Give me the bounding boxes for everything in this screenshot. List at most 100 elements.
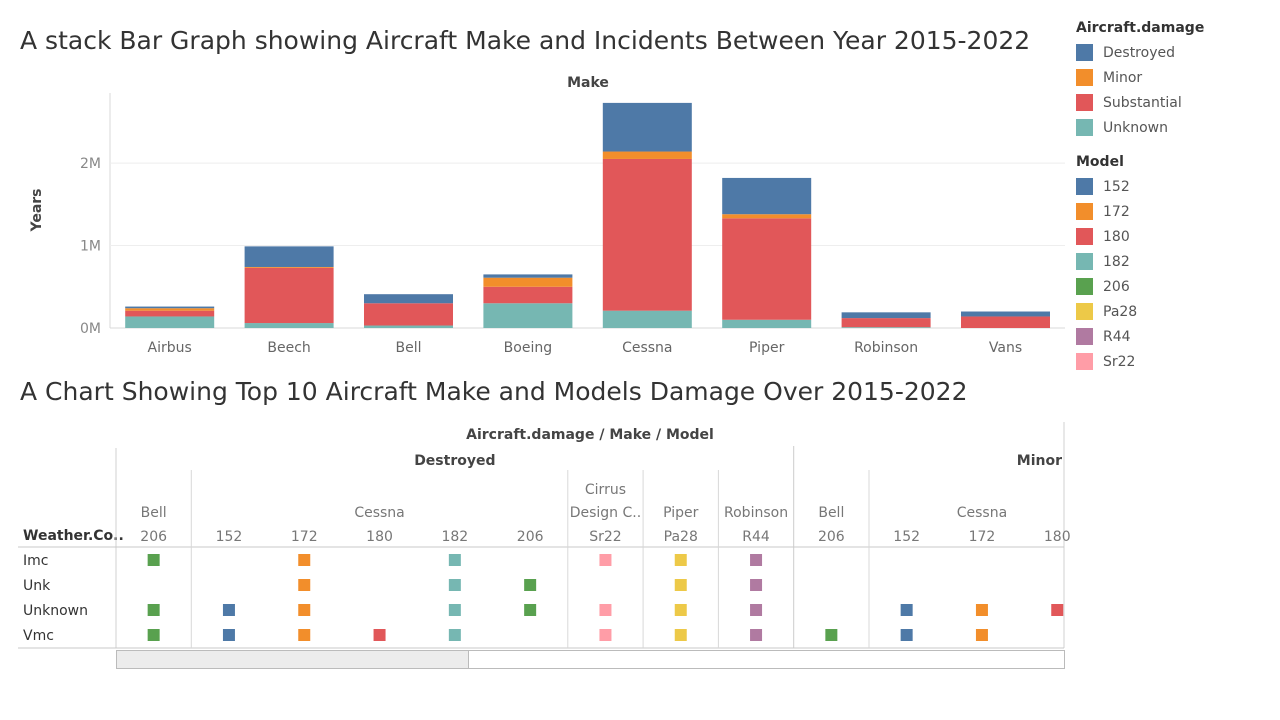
legend-item-182[interactable]: 182 [1076, 249, 1276, 274]
legend-item-sr22[interactable]: Sr22 [1076, 349, 1276, 374]
bar-airbus[interactable] [125, 306, 215, 328]
bar-bell[interactable] [364, 294, 453, 328]
bar-boeing[interactable] [483, 274, 573, 328]
legend-item-minor[interactable]: Minor [1076, 65, 1276, 90]
cell-mark-182[interactable] [448, 629, 461, 641]
cell-mark-206[interactable] [524, 604, 537, 616]
bar-segment-substantial[interactable] [483, 286, 573, 304]
bar-beech[interactable] [244, 246, 334, 328]
cell-mark-172[interactable] [975, 604, 988, 616]
bar-segment-destroyed[interactable] [841, 312, 931, 319]
x-tick-label: Airbus [148, 340, 192, 356]
cell-mark-206[interactable] [147, 604, 160, 616]
bar-segment-destroyed[interactable] [602, 102, 692, 152]
row-label: Vmc [23, 628, 54, 644]
bar-segment-minor[interactable] [602, 151, 692, 159]
x-tick-label: Piper [749, 340, 785, 356]
bar-segment-substantial[interactable] [602, 158, 692, 311]
cell-mark-r44[interactable] [750, 554, 763, 566]
bar-segment-destroyed[interactable] [244, 246, 334, 267]
bar-segment-unknown[interactable] [244, 323, 334, 328]
cell-mark-182[interactable] [448, 579, 461, 591]
model-header: 172 [291, 529, 318, 545]
bar-segment-unknown[interactable] [125, 316, 215, 328]
cell-mark-r44[interactable] [750, 579, 763, 591]
legend-item-206[interactable]: 206 [1076, 274, 1276, 299]
bar-segment-destroyed[interactable] [722, 177, 812, 215]
bottom-chart-title: A Chart Showing Top 10 Aircraft Make and… [20, 377, 968, 406]
model-header: Sr22 [589, 529, 621, 545]
legend-item-r44[interactable]: R44 [1076, 324, 1276, 349]
legend-item-180[interactable]: 180 [1076, 224, 1276, 249]
bar-vans[interactable] [961, 311, 1050, 328]
bar-segment-unknown[interactable] [364, 325, 453, 328]
legend-item-destroyed[interactable]: Destroyed [1076, 40, 1276, 65]
bar-segment-destroyed[interactable] [483, 274, 573, 278]
cell-mark-152[interactable] [222, 604, 235, 616]
top-chart-title: A stack Bar Graph showing Aircraft Make … [20, 26, 1031, 55]
cell-mark-182[interactable] [448, 604, 461, 616]
cell-mark-sr22[interactable] [599, 604, 612, 616]
legend-model: Model 152 172 180 182 206 Pa28 R44 Sr22 [1076, 154, 1276, 374]
bar-segment-unknown[interactable] [602, 310, 692, 328]
bar-segment-unknown[interactable] [722, 319, 812, 328]
bar-segment-destroyed[interactable] [125, 306, 215, 309]
cell-mark-152[interactable] [900, 629, 913, 641]
cell-mark-r44[interactable] [750, 604, 763, 616]
bar-piper[interactable] [722, 177, 812, 328]
bar-segment-minor[interactable] [244, 266, 334, 268]
legend-item-substantial[interactable]: Substantial [1076, 90, 1276, 115]
bar-segment-substantial[interactable] [841, 318, 931, 328]
bar-robinson[interactable] [841, 312, 931, 328]
legend-label: Substantial [1103, 94, 1182, 111]
cell-mark-pa28[interactable] [674, 554, 687, 566]
bar-segment-substantial[interactable] [364, 303, 453, 326]
legend-label: Sr22 [1103, 353, 1136, 370]
cell-mark-pa28[interactable] [674, 629, 687, 641]
legend-item-152[interactable]: 152 [1076, 174, 1276, 199]
scrollbar-thumb[interactable] [117, 651, 469, 668]
cell-mark-sr22[interactable] [599, 629, 612, 641]
bar-segment-substantial[interactable] [961, 316, 1050, 328]
cell-mark-152[interactable] [222, 629, 235, 641]
legend-item-pa28[interactable]: Pa28 [1076, 299, 1276, 324]
cell-mark-206[interactable] [825, 629, 838, 641]
model-header: 182 [441, 529, 468, 545]
cell-mark-206[interactable] [524, 579, 537, 591]
cell-mark-172[interactable] [298, 629, 311, 641]
bar-segment-minor[interactable] [125, 308, 215, 311]
bar-cessna[interactable] [602, 102, 692, 328]
cell-mark-206[interactable] [147, 629, 160, 641]
legend-item-172[interactable]: 172 [1076, 199, 1276, 224]
cell-mark-180[interactable] [1051, 604, 1064, 616]
legend-swatch [1076, 228, 1093, 245]
legend-label: Unknown [1103, 119, 1168, 136]
bar-segment-substantial[interactable] [125, 310, 215, 317]
bar-segment-substantial[interactable] [722, 218, 812, 320]
cell-mark-152[interactable] [900, 604, 913, 616]
cell-mark-180[interactable] [373, 629, 386, 641]
cell-mark-206[interactable] [147, 554, 160, 566]
cell-mark-172[interactable] [975, 629, 988, 641]
bar-segment-destroyed[interactable] [961, 311, 1050, 317]
legend-label: 172 [1103, 203, 1130, 220]
bar-segment-unknown[interactable] [841, 327, 931, 328]
cell-mark-182[interactable] [448, 554, 461, 566]
cell-mark-172[interactable] [298, 579, 311, 591]
bar-segment-substantial[interactable] [244, 267, 334, 324]
model-header: 152 [216, 529, 243, 545]
cell-mark-pa28[interactable] [674, 579, 687, 591]
y-axis-label: Years [29, 188, 45, 232]
row-label: Imc [23, 553, 48, 569]
horizontal-scrollbar[interactable] [116, 650, 1065, 669]
bar-segment-minor[interactable] [722, 214, 812, 219]
cell-mark-172[interactable] [298, 554, 311, 566]
cell-mark-sr22[interactable] [599, 554, 612, 566]
legend-item-unknown[interactable]: Unknown [1076, 115, 1276, 140]
cell-mark-pa28[interactable] [674, 604, 687, 616]
cell-mark-r44[interactable] [750, 629, 763, 641]
bar-segment-destroyed[interactable] [364, 294, 453, 304]
cell-mark-172[interactable] [298, 604, 311, 616]
bar-segment-unknown[interactable] [483, 303, 573, 328]
bar-segment-minor[interactable] [483, 277, 573, 287]
